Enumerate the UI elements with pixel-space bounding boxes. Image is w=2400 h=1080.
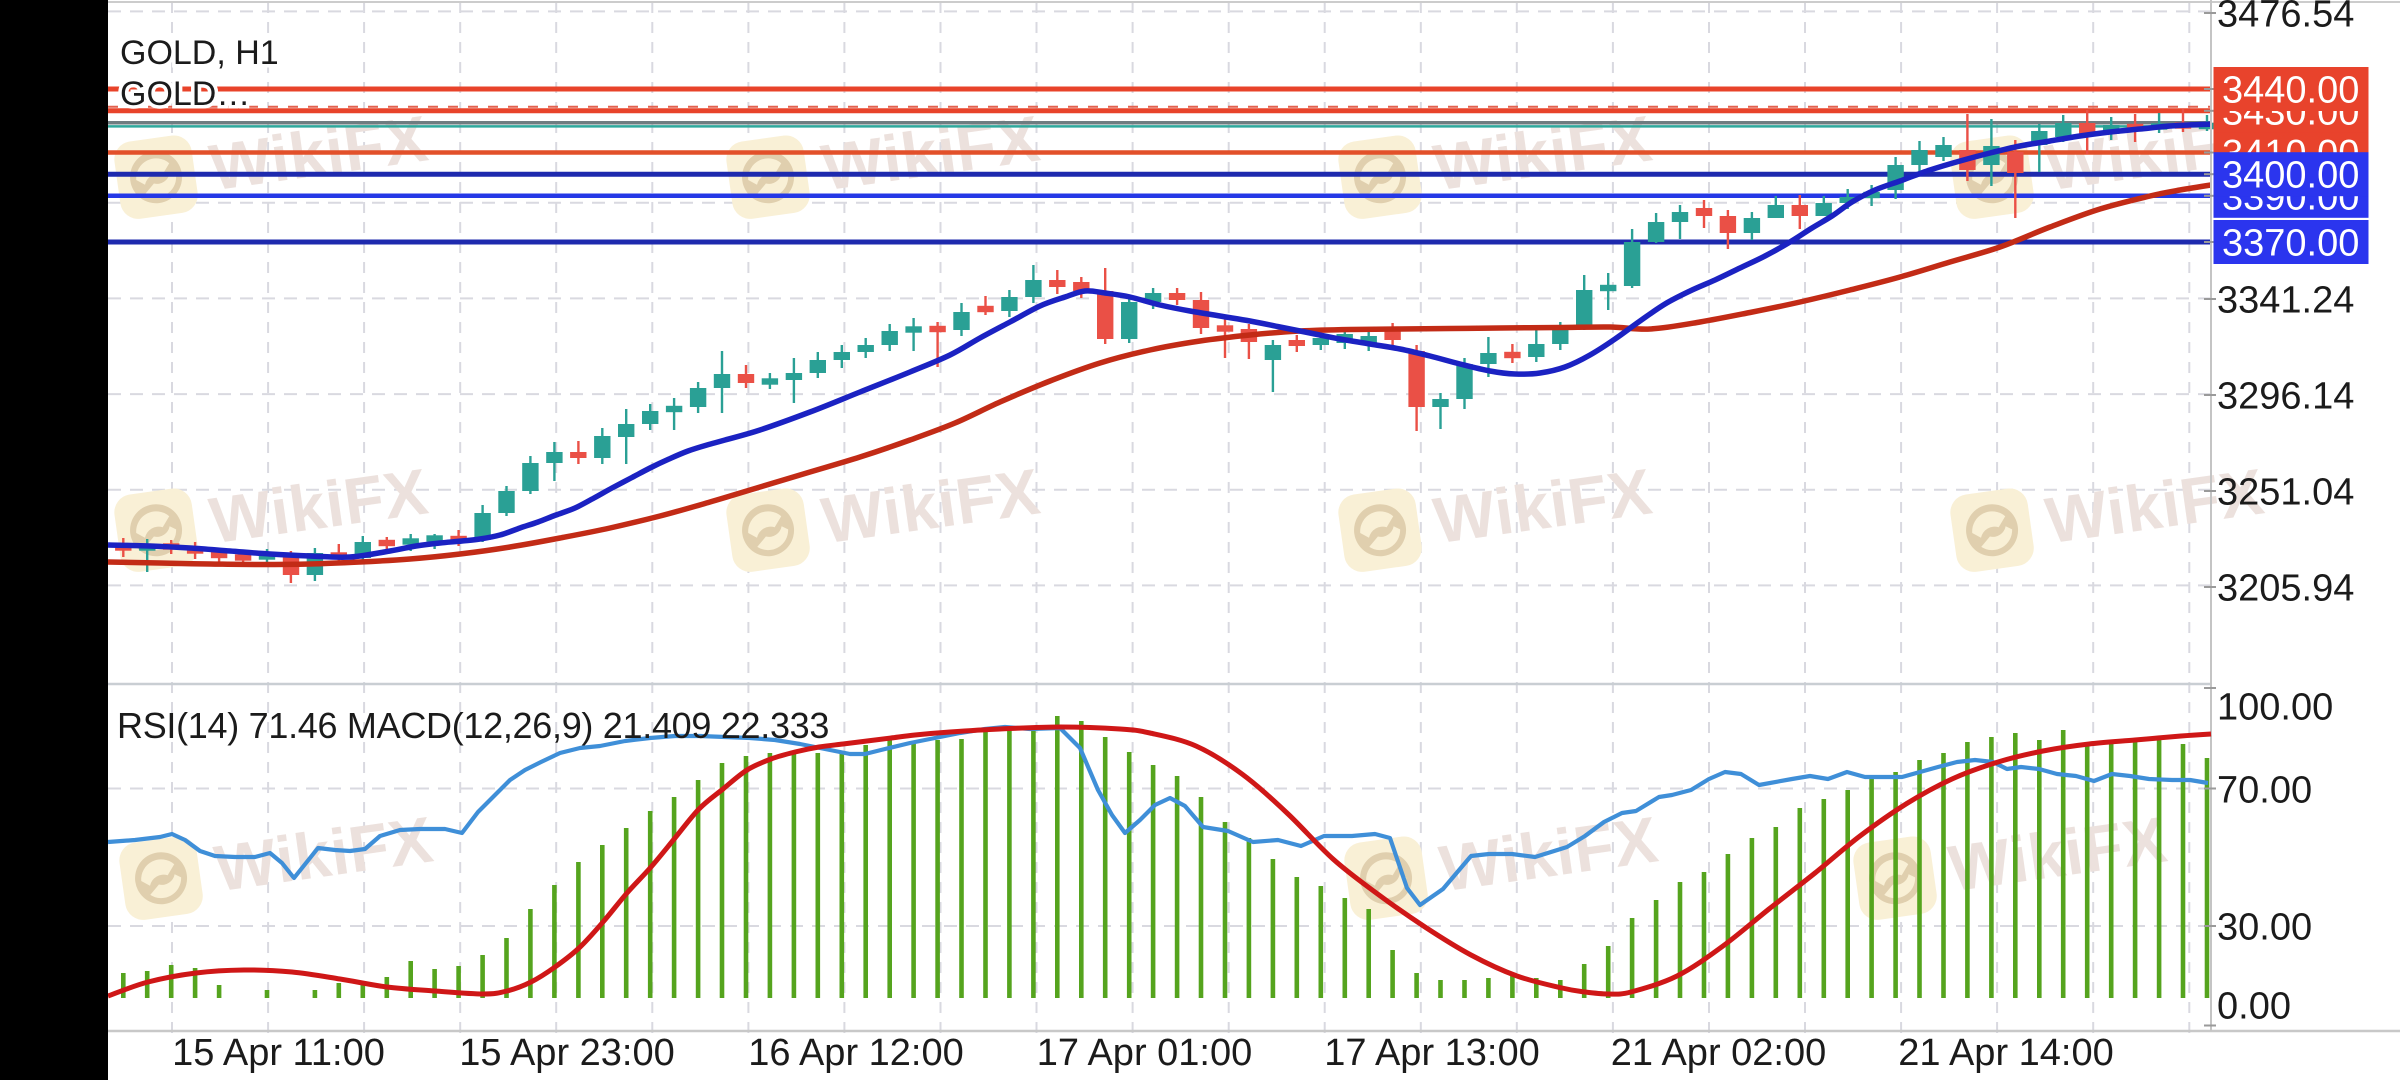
svg-text:RSI(14) 71.46 MACD(12,26,9) 21: RSI(14) 71.46 MACD(12,26,9) 21.409 22.33… (117, 705, 829, 746)
svg-text:3296.14: 3296.14 (2217, 376, 2354, 418)
svg-text:3370.00: 3370.00 (2222, 223, 2359, 265)
svg-text:21 Apr 14:00: 21 Apr 14:00 (1898, 1032, 2114, 1074)
svg-text:3205.94: 3205.94 (2217, 568, 2354, 610)
svg-text:21 Apr 02:00: 21 Apr 02:00 (1611, 1032, 1827, 1074)
svg-text:0.00: 0.00 (2217, 986, 2291, 1028)
svg-text:15 Apr 11:00: 15 Apr 11:00 (172, 1032, 385, 1074)
svg-text:GOLD…: GOLD… (120, 75, 250, 113)
svg-text:GOLD, H1: GOLD, H1 (120, 34, 279, 72)
svg-text:30.00: 30.00 (2217, 907, 2312, 949)
svg-text:100.00: 100.00 (2217, 687, 2333, 729)
svg-text:70.00: 70.00 (2217, 770, 2312, 812)
svg-text:3400.00: 3400.00 (2222, 155, 2359, 197)
svg-text:17 Apr 01:00: 17 Apr 01:00 (1037, 1032, 1253, 1074)
svg-text:3476.54: 3476.54 (2217, 0, 2354, 36)
svg-text:3251.04: 3251.04 (2217, 472, 2354, 514)
svg-text:16 Apr 12:00: 16 Apr 12:00 (748, 1032, 964, 1074)
svg-text:3341.24: 3341.24 (2217, 280, 2354, 322)
svg-text:15 Apr 23:00: 15 Apr 23:00 (459, 1032, 675, 1074)
svg-text:3440.00: 3440.00 (2222, 70, 2359, 112)
svg-text:17 Apr 13:00: 17 Apr 13:00 (1324, 1032, 1540, 1074)
